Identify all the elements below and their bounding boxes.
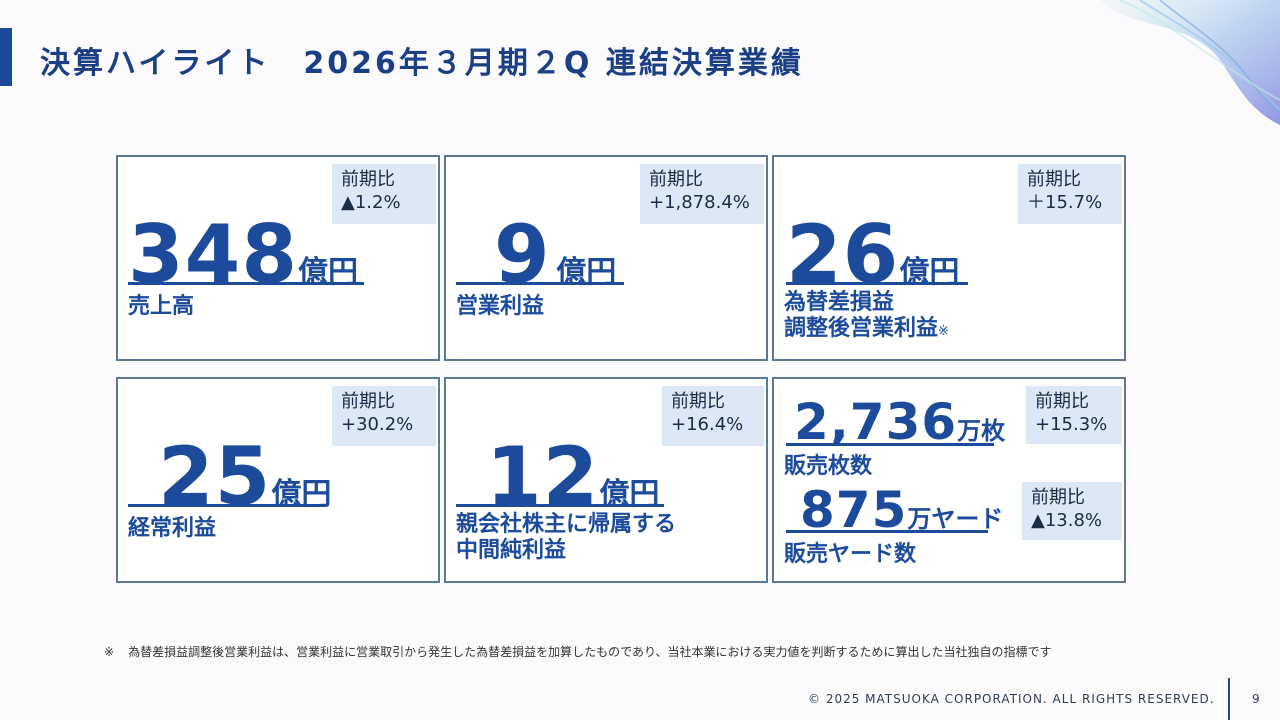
value-number: 875 bbox=[800, 481, 908, 539]
value-number: 2,736 bbox=[794, 393, 958, 451]
badge-label: 前期比 bbox=[671, 391, 725, 412]
badge-change: +16.4% bbox=[671, 414, 744, 435]
value-number: 9 bbox=[494, 208, 551, 301]
badge-change: +30.2% bbox=[341, 414, 414, 435]
card-operating-income: 前期比 +1,878.4% 9 億円 営業利益 bbox=[444, 155, 768, 361]
footnote-symbol: ※ bbox=[104, 645, 115, 659]
change-badge-yards: 前期比 ▲13.8% bbox=[1022, 482, 1122, 540]
value-underline bbox=[456, 504, 664, 507]
badge-label: 前期比 bbox=[649, 169, 703, 190]
page-title: 決算ハイライト 2026年３月期２Q 連結決算業績 bbox=[40, 46, 804, 81]
value-unit: 万枚 bbox=[957, 417, 1006, 445]
sales-pieces-label: 販売枚数 bbox=[784, 454, 873, 479]
sales-yards-figure: 875万ヤード bbox=[800, 485, 1003, 535]
copyright: © 2025 MATSUOKA CORPORATION. ALL RIGHTS … bbox=[808, 692, 1215, 706]
page-number: 9 bbox=[1252, 692, 1260, 706]
footer-divider bbox=[1228, 678, 1230, 720]
value-underline bbox=[128, 504, 326, 507]
change-badge: 前期比 +30.2% bbox=[332, 386, 436, 446]
change-badge: 前期比 ＋15.7% bbox=[1018, 164, 1122, 224]
value-number: 12 bbox=[486, 430, 600, 523]
card-net-income: 前期比 +16.4% 12億円 親会社株主に帰属する 中間純利益 bbox=[444, 377, 768, 583]
metric-label: 親会社株主に帰属する 中間純利益 bbox=[456, 512, 677, 563]
sales-yards-label: 販売ヤード数 bbox=[784, 542, 917, 567]
metric-label: 営業利益 bbox=[456, 294, 545, 319]
badge-label: 前期比 bbox=[341, 391, 395, 412]
footnote-text: 為替差損益調整後営業利益は、営業利益に営業取引から発生した為替差損益を加算したも… bbox=[128, 645, 1052, 659]
card-net-sales: 前期比 ▲1.2% 348億円 売上高 bbox=[116, 155, 440, 361]
value-figure: 12億円 bbox=[486, 437, 659, 517]
value-number: 348 bbox=[128, 208, 298, 301]
sales-pieces-figure: 2,736万枚 bbox=[794, 397, 1005, 447]
value-underline bbox=[128, 282, 364, 285]
change-badge: 前期比 ▲1.2% bbox=[332, 164, 436, 224]
metric-label: 為替差損益 調整後営業利益※ bbox=[784, 290, 949, 341]
change-badge: 前期比 +16.4% bbox=[662, 386, 764, 446]
value-underline bbox=[456, 282, 624, 285]
footnote: ※ 為替差損益調整後営業利益は、営業利益に営業取引から発生した為替差損益を加算した… bbox=[104, 643, 1051, 660]
title-accent-bar bbox=[0, 28, 12, 86]
badge-label: 前期比 bbox=[1035, 391, 1089, 412]
value-underline bbox=[786, 530, 988, 533]
value-number: 25 bbox=[158, 430, 272, 523]
badge-change: ▲1.2% bbox=[341, 192, 401, 213]
footnote-mark: ※ bbox=[938, 324, 949, 339]
badge-label: 前期比 bbox=[1031, 487, 1085, 508]
decorative-wave-graphic bbox=[1100, 0, 1280, 125]
badge-label: 前期比 bbox=[1027, 169, 1081, 190]
value-underline bbox=[786, 282, 968, 285]
badge-label: 前期比 bbox=[341, 169, 395, 190]
metric-label: 経常利益 bbox=[128, 516, 217, 541]
badge-change: ＋15.7% bbox=[1027, 192, 1103, 213]
badge-change: +1,878.4% bbox=[649, 192, 750, 213]
badge-change: +15.3% bbox=[1035, 414, 1108, 435]
metric-label: 売上高 bbox=[128, 294, 195, 319]
value-unit: 万ヤード bbox=[907, 505, 1004, 533]
change-badge: 前期比 +1,878.4% bbox=[640, 164, 764, 224]
change-badge-pieces: 前期比 +15.3% bbox=[1026, 386, 1122, 444]
badge-change: ▲13.8% bbox=[1031, 510, 1103, 531]
value-number: 26 bbox=[786, 208, 900, 301]
card-sales-volume: 前期比 +15.3% 2,736万枚 販売枚数 前期比 ▲13.8% 875万ヤ… bbox=[772, 377, 1126, 583]
card-adjusted-operating-income: 前期比 ＋15.7% 26億円 為替差損益 調整後営業利益※ bbox=[772, 155, 1126, 361]
card-ordinary-income: 前期比 +30.2% 25億円 経常利益 bbox=[116, 377, 440, 583]
value-underline bbox=[786, 443, 994, 446]
